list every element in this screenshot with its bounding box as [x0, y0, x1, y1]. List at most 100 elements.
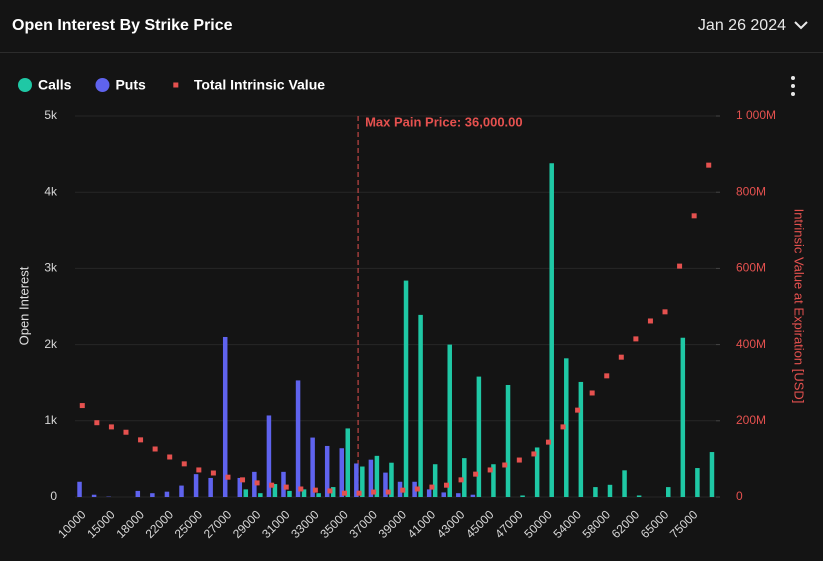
- put-bar: [295, 380, 301, 497]
- call-bar: [243, 489, 249, 497]
- intrinsic-dot: [283, 484, 289, 490]
- call-bar: [578, 381, 584, 497]
- y2-axis-label: Intrinsic Value at Expiration [USD]: [792, 209, 807, 404]
- intrinsic-dot: [618, 354, 624, 360]
- call-bar: [418, 314, 423, 497]
- call-bar: [636, 495, 642, 497]
- intrinsic-dot: [487, 467, 493, 473]
- call-bar: [695, 468, 700, 497]
- legend-swatch: [18, 78, 32, 92]
- put-bar: [339, 448, 345, 497]
- call-bar: [607, 484, 613, 497]
- intrinsic-dot: [254, 480, 260, 486]
- legend-swatch: [95, 78, 110, 92]
- max-pain-label: Max Pain Price: 36,000.00: [365, 114, 523, 129]
- intrinsic-dot: [691, 213, 697, 219]
- call-bar: [287, 490, 292, 497]
- put-bar: [208, 477, 213, 497]
- call-bar: [301, 489, 307, 497]
- call-bar: [316, 493, 321, 497]
- intrinsic-dot: [575, 407, 581, 413]
- intrinsic-dot: [473, 471, 479, 477]
- intrinsic-dot: [298, 486, 304, 492]
- call-bar: [330, 487, 336, 497]
- intrinsic-dot: [400, 487, 406, 493]
- intrinsic-dot: [240, 477, 246, 483]
- chart-title: Open Interest By Strike Price: [12, 17, 233, 34]
- intrinsic-dot: [312, 487, 318, 493]
- call-bar: [520, 495, 525, 497]
- put-bar: [281, 471, 286, 497]
- intrinsic-dot: [414, 486, 420, 492]
- call-bar: [709, 452, 715, 497]
- call-bar: [462, 458, 467, 497]
- menu[interactable]: [791, 76, 795, 96]
- put-bar: [441, 492, 446, 497]
- intrinsic-dot: [210, 470, 216, 476]
- call-bar: [447, 344, 452, 497]
- call-bar: [389, 462, 394, 497]
- legend-label: Total Intrinsic Value: [194, 77, 325, 93]
- intrinsic-dot: [196, 467, 202, 473]
- intrinsic-dot: [604, 373, 610, 379]
- intrinsic-dot: [225, 474, 231, 480]
- intrinsic-dot: [152, 446, 158, 452]
- legend-label: Puts: [115, 77, 146, 93]
- intrinsic-dot: [327, 488, 333, 494]
- call-bar: [258, 493, 263, 497]
- intrinsic-dot: [589, 390, 595, 396]
- intrinsic-dot: [269, 482, 275, 488]
- y-tick-label: 2k: [44, 337, 58, 351]
- call-bar: [345, 428, 351, 497]
- intrinsic-dot: [123, 429, 129, 435]
- intrinsic-dot: [181, 461, 187, 467]
- y-tick-label: 5k: [44, 108, 58, 122]
- intrinsic-dot: [342, 490, 348, 496]
- put-bar: [237, 477, 243, 497]
- intrinsic-dot: [647, 318, 653, 324]
- intrinsic-dot: [443, 482, 449, 488]
- put-bar: [266, 415, 272, 497]
- put-bar: [383, 472, 388, 497]
- intrinsic-dot: [371, 489, 377, 495]
- intrinsic-dot: [531, 451, 537, 457]
- put-bar: [426, 489, 432, 497]
- intrinsic-dot: [167, 454, 173, 460]
- y2-tick-label: 400M: [736, 337, 766, 351]
- put-bar: [397, 481, 403, 497]
- y-tick-label: 1k: [44, 413, 58, 427]
- call-bar: [505, 384, 511, 497]
- call-bar: [549, 163, 554, 497]
- put-bar: [252, 471, 257, 497]
- put-bar: [135, 490, 141, 497]
- put-bar: [164, 491, 170, 497]
- call-bar: [476, 376, 482, 497]
- put-bar: [150, 493, 155, 497]
- call-bar: [622, 470, 627, 497]
- call-bar: [666, 487, 671, 497]
- intrinsic-dot: [385, 489, 391, 495]
- intrinsic-dot: [706, 162, 712, 168]
- date-selector[interactable]: Jan 26 2024: [698, 17, 786, 34]
- y2-tick-label: 200M: [736, 413, 766, 427]
- intrinsic-dot: [662, 309, 668, 315]
- put-bar: [354, 463, 359, 497]
- y2-tick-label: 1 000M: [736, 108, 776, 122]
- intrinsic-dot: [94, 420, 100, 426]
- put-bar: [91, 494, 97, 497]
- y-axis-label: Open Interest: [16, 266, 31, 345]
- y2-tick-label: 0: [736, 489, 743, 503]
- put-bar: [470, 494, 476, 497]
- call-bar: [272, 484, 278, 497]
- call-bar: [491, 464, 496, 497]
- call-bar: [374, 455, 380, 497]
- call-bar: [680, 337, 686, 497]
- intrinsic-dot: [79, 403, 85, 409]
- put-bar: [193, 474, 199, 497]
- put-bar: [412, 481, 417, 497]
- legend-swatch: [173, 82, 179, 88]
- chevron[interactable]: [794, 21, 808, 30]
- y-tick-label: 0: [50, 489, 57, 503]
